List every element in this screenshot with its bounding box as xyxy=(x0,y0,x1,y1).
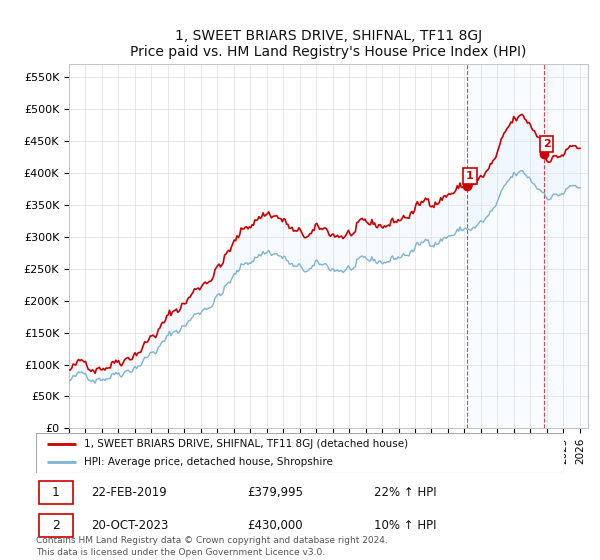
Text: 1: 1 xyxy=(52,486,60,499)
Text: 22-FEB-2019: 22-FEB-2019 xyxy=(91,486,167,499)
Text: 22% ↑ HPI: 22% ↑ HPI xyxy=(374,486,437,499)
Text: 1: 1 xyxy=(466,171,474,181)
FancyBboxPatch shape xyxy=(38,480,73,504)
Text: 2: 2 xyxy=(543,139,551,149)
Title: 1, SWEET BRIARS DRIVE, SHIFNAL, TF11 8GJ
Price paid vs. HM Land Registry's House: 1, SWEET BRIARS DRIVE, SHIFNAL, TF11 8GJ… xyxy=(130,29,527,59)
Text: Contains HM Land Registry data © Crown copyright and database right 2024.
This d: Contains HM Land Registry data © Crown c… xyxy=(36,536,388,557)
Text: 20-OCT-2023: 20-OCT-2023 xyxy=(91,519,169,533)
Text: HPI: Average price, detached house, Shropshire: HPI: Average price, detached house, Shro… xyxy=(83,458,332,467)
Text: £379,995: £379,995 xyxy=(247,486,303,499)
Text: 2: 2 xyxy=(52,519,60,533)
Text: 1, SWEET BRIARS DRIVE, SHIFNAL, TF11 8GJ (detached house): 1, SWEET BRIARS DRIVE, SHIFNAL, TF11 8GJ… xyxy=(83,439,407,449)
Text: £430,000: £430,000 xyxy=(247,519,303,533)
FancyBboxPatch shape xyxy=(38,514,73,538)
Text: 10% ↑ HPI: 10% ↑ HPI xyxy=(374,519,436,533)
